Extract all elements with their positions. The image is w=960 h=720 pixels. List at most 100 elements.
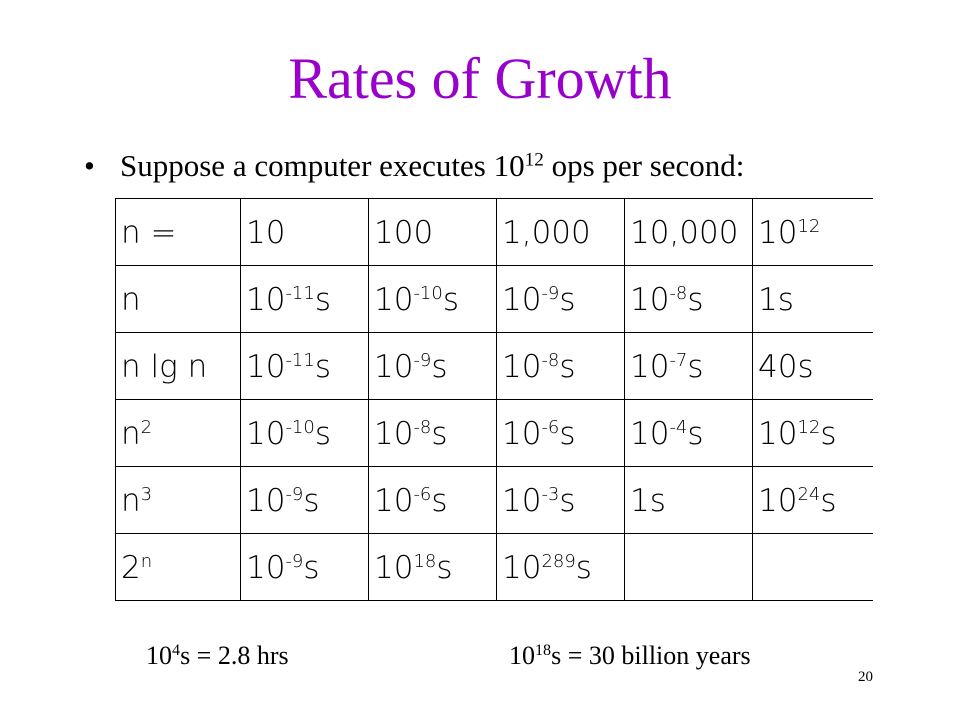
cell-base: 1s bbox=[758, 282, 794, 318]
cell-exponent: -6 bbox=[541, 417, 560, 439]
table-cell: 10-7s bbox=[624, 332, 753, 400]
cell-exponent: 3 bbox=[140, 484, 153, 506]
table-row: n lg n 10-11s 10-9s 10-8s 10-7s 40s bbox=[115, 332, 873, 400]
cell-base: n bbox=[121, 483, 141, 519]
cell-exponent: -11 bbox=[285, 283, 315, 305]
cell-unit: s bbox=[575, 550, 592, 586]
table-row-label: n = bbox=[115, 198, 241, 266]
table-cell: 40s bbox=[752, 332, 873, 400]
cell-base: 10 bbox=[758, 483, 798, 519]
cell-unit: s bbox=[314, 349, 331, 385]
footnote-hours-base: 10 bbox=[146, 641, 172, 670]
table-row-label: n3 bbox=[115, 466, 241, 534]
cell-base: 10 bbox=[374, 550, 414, 586]
cell-unit: s bbox=[431, 483, 448, 519]
cell-unit: s bbox=[431, 349, 448, 385]
footnote-hours-text: s = 2.8 hrs bbox=[180, 641, 289, 670]
table-row: n 10-11s 10-10s 10-9s 10-8s 1s bbox=[115, 265, 873, 333]
cell-base: n bbox=[121, 282, 141, 318]
cell-exponent: -4 bbox=[669, 417, 688, 439]
cell-exponent: -8 bbox=[541, 350, 560, 372]
table-row-label: n lg n bbox=[115, 332, 241, 400]
table-cell bbox=[624, 533, 753, 601]
table-row-label: n2 bbox=[115, 399, 241, 467]
table-cell: 10289s bbox=[496, 533, 625, 601]
footnote-hours-exponent: 4 bbox=[172, 642, 181, 660]
cell-base: 10 bbox=[630, 416, 670, 452]
table-cell: 1024s bbox=[752, 466, 873, 534]
cell-base: 10 bbox=[374, 416, 414, 452]
cell-unit: s bbox=[303, 483, 320, 519]
cell-base: 10 bbox=[246, 215, 286, 251]
footnote-hours: 104s = 2.8 hrs bbox=[146, 643, 289, 669]
cell-unit: s bbox=[436, 550, 453, 586]
table-row: 2n 10-9s 1018s 10289s bbox=[115, 533, 873, 601]
cell-exponent: -9 bbox=[541, 283, 560, 305]
table-cell: 10-9s bbox=[240, 466, 369, 534]
cell-base: n lg n bbox=[121, 349, 208, 385]
table-cell: 10-8s bbox=[368, 399, 497, 467]
cell-exponent: 2 bbox=[140, 417, 153, 439]
cell-exponent: 12 bbox=[797, 417, 821, 439]
cell-exponent: 12 bbox=[797, 216, 821, 238]
cell-unit: s bbox=[687, 416, 704, 452]
table-cell: 10,000 bbox=[624, 198, 753, 266]
cell-exponent: -9 bbox=[413, 350, 432, 372]
table-row: n2 10-10s 10-8s 10-6s 10-4s 1012s bbox=[115, 399, 873, 467]
table-cell: 10-9s bbox=[240, 533, 369, 601]
table-cell: 100 bbox=[368, 198, 497, 266]
footnote-years-text: s = 30 billion years bbox=[551, 641, 751, 670]
cell-base: n = bbox=[121, 215, 177, 251]
cell-unit: s bbox=[687, 349, 704, 385]
cell-unit: s bbox=[687, 282, 704, 318]
cell-exponent: -9 bbox=[285, 484, 304, 506]
cell-unit: s bbox=[314, 416, 331, 452]
table-cell: 10 bbox=[240, 198, 369, 266]
table-cell: 10-8s bbox=[496, 332, 625, 400]
cell-exponent: -3 bbox=[541, 484, 560, 506]
bullet-text-before: Suppose a computer executes 10 bbox=[120, 148, 525, 183]
cell-unit: s bbox=[820, 483, 837, 519]
table-cell bbox=[752, 533, 873, 601]
cell-base: 10 bbox=[502, 416, 542, 452]
table-cell: 1018s bbox=[368, 533, 497, 601]
footnote-years-exponent: 18 bbox=[535, 642, 552, 660]
cell-unit: s bbox=[559, 416, 576, 452]
cell-unit: s bbox=[314, 282, 331, 318]
table-cell: 10-10s bbox=[368, 265, 497, 333]
footnote-years: 1018s = 30 billion years bbox=[509, 643, 751, 669]
cell-unit: s bbox=[559, 483, 576, 519]
table-cell: 10-6s bbox=[368, 466, 497, 534]
table-cell: 10-9s bbox=[496, 265, 625, 333]
cell-exponent: n bbox=[140, 551, 153, 573]
table-cell: 10-9s bbox=[368, 332, 497, 400]
cell-base: 10,000 bbox=[630, 215, 739, 251]
growth-rate-table-body: n = 10 100 1,000 10,000 1012 n 10-11s 10-10s 10-9… bbox=[115, 198, 873, 601]
cell-base: 10 bbox=[758, 215, 798, 251]
footnote-years-base: 10 bbox=[509, 641, 535, 670]
cell-base: 100 bbox=[374, 215, 434, 251]
bullet-text-after: ops per second: bbox=[543, 148, 745, 183]
growth-rate-table: n = 10 100 1,000 10,000 1012 n 10-11s 10-10s 10-9… bbox=[115, 198, 873, 601]
table-cell: 1012 bbox=[752, 198, 873, 266]
cell-base: 10 bbox=[630, 349, 670, 385]
cell-exponent: -8 bbox=[413, 417, 432, 439]
cell-base: 10 bbox=[502, 550, 542, 586]
cell-base: 10 bbox=[246, 282, 286, 318]
cell-base: 1s bbox=[630, 483, 666, 519]
cell-unit: s bbox=[442, 282, 459, 318]
cell-exponent: -11 bbox=[285, 350, 315, 372]
table-cell: 1s bbox=[624, 466, 753, 534]
cell-exponent: -10 bbox=[285, 417, 315, 439]
cell-base: n bbox=[121, 416, 141, 452]
table-cell: 10-6s bbox=[496, 399, 625, 467]
table-cell: 10-3s bbox=[496, 466, 625, 534]
cell-exponent: -10 bbox=[413, 283, 443, 305]
table-cell: 10-10s bbox=[240, 399, 369, 467]
cell-exponent: -7 bbox=[669, 350, 688, 372]
cell-base: 40s bbox=[758, 349, 814, 385]
cell-base: 10 bbox=[502, 282, 542, 318]
table-row-label: n bbox=[115, 265, 241, 333]
cell-base: 10 bbox=[374, 483, 414, 519]
table-row-label: 2n bbox=[115, 533, 241, 601]
